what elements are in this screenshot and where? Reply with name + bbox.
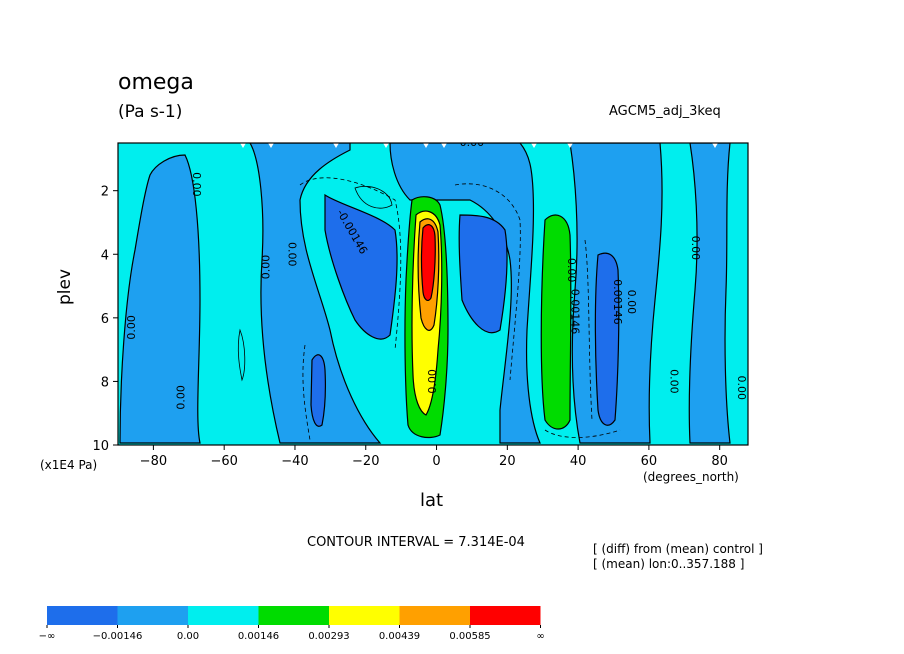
plot-area: 0.000.000.000.00 -0.001460.000.000.000.00… [118,136,748,445]
colorbar-label: 0.00146 [238,631,279,642]
x-tick-label: −20 [352,454,379,469]
contour-interval: CONTOUR INTERVAL = 7.314E-04 [307,535,525,550]
field-negative-strong [324,193,398,340]
field-positive [540,214,572,430]
colorbar-label: −∞ [39,631,56,642]
colorbar-swatch [470,606,541,625]
contour-label: 0.00 [668,369,681,394]
field-negative-strong [310,354,326,427]
chart-title: omega [118,70,194,95]
plot-frame [117,142,749,446]
contour-label: 0.00 [190,172,203,197]
mean-note: [ (mean) lon:0..357.188 ] [593,557,745,571]
colorbar-swatch [47,606,118,625]
x-tick-label: −60 [210,454,237,469]
field-negative-strong [458,214,508,334]
contour-label: 0.00 [625,290,638,315]
colorbar-label: 0.00439 [379,631,420,642]
y-axis-unit: (x1E4 Pa) [40,458,98,472]
colorbar-swatch [117,606,188,625]
field-negative-weak [389,143,541,444]
colorbar-label: −0.00146 [93,631,143,642]
y-tick-label: 6 [101,312,109,327]
contour-label: 0.00 [565,258,578,283]
y-tick-label: 8 [101,375,109,390]
x-tick-label: −80 [140,454,167,469]
x-axis-unit: (degrees_north) [643,470,739,484]
field-negative-weak [119,154,201,444]
colorbar-swatch [188,606,259,625]
field-positive-red [420,224,436,302]
contour-label: 0.00 [175,385,188,410]
run-name: AGCM5_adj_3keq [609,104,721,119]
x-tick-label: −40 [281,454,308,469]
x-tick-label: 0 [432,454,440,469]
field-negative-weak [249,143,382,444]
contour-label: 0.00 [689,236,702,261]
colorbar-swatch [329,606,400,625]
contour-label: 0.00 [285,242,298,267]
chart-units: (Pa s-1) [118,102,183,122]
axes: −80 −60 −40 −20 0 20 40 60 80 2 4 6 8 10 [92,185,728,469]
x-tick-label: 80 [711,454,728,469]
x-tick-label: 40 [570,454,587,469]
contour-label: 0.00146 [569,289,582,335]
zero-contours [237,186,393,382]
contour-label: 0.00 [460,136,485,149]
surface-markers [240,143,718,148]
x-axis-label: lat [420,490,444,511]
colorbar-label: ∞ [536,631,544,642]
colorbar-label: 0.00585 [449,631,490,642]
contour-label: 0.00 [260,255,273,280]
colorbar-swatch [258,606,329,625]
x-tick-label: 20 [499,454,516,469]
negative-contours [299,177,621,441]
field-negative-strong [594,252,620,426]
contour-label: 0.00 [426,369,439,394]
diff-note: [ (diff) from (mean) control ] [593,542,763,556]
y-tick-label: 4 [101,248,109,263]
colorbar-swatch [399,606,470,625]
contour-label: 0.00 [125,315,138,340]
y-tick-label: 10 [92,439,109,454]
colorbar-label: 0.00 [177,631,199,642]
colorbar: −∞ −0.00146 0.00 0.00146 0.00293 0.00439 0.005… [39,606,545,642]
contour-label: 0.00146 [611,279,624,325]
y-axis-label: plev [55,268,75,305]
x-tick-label: 60 [641,454,658,469]
y-tick-label: 2 [101,185,109,200]
contour-label: 0.00 [735,376,748,401]
colorbar-label: 0.00293 [308,631,349,642]
field-negative-weak [688,143,731,444]
